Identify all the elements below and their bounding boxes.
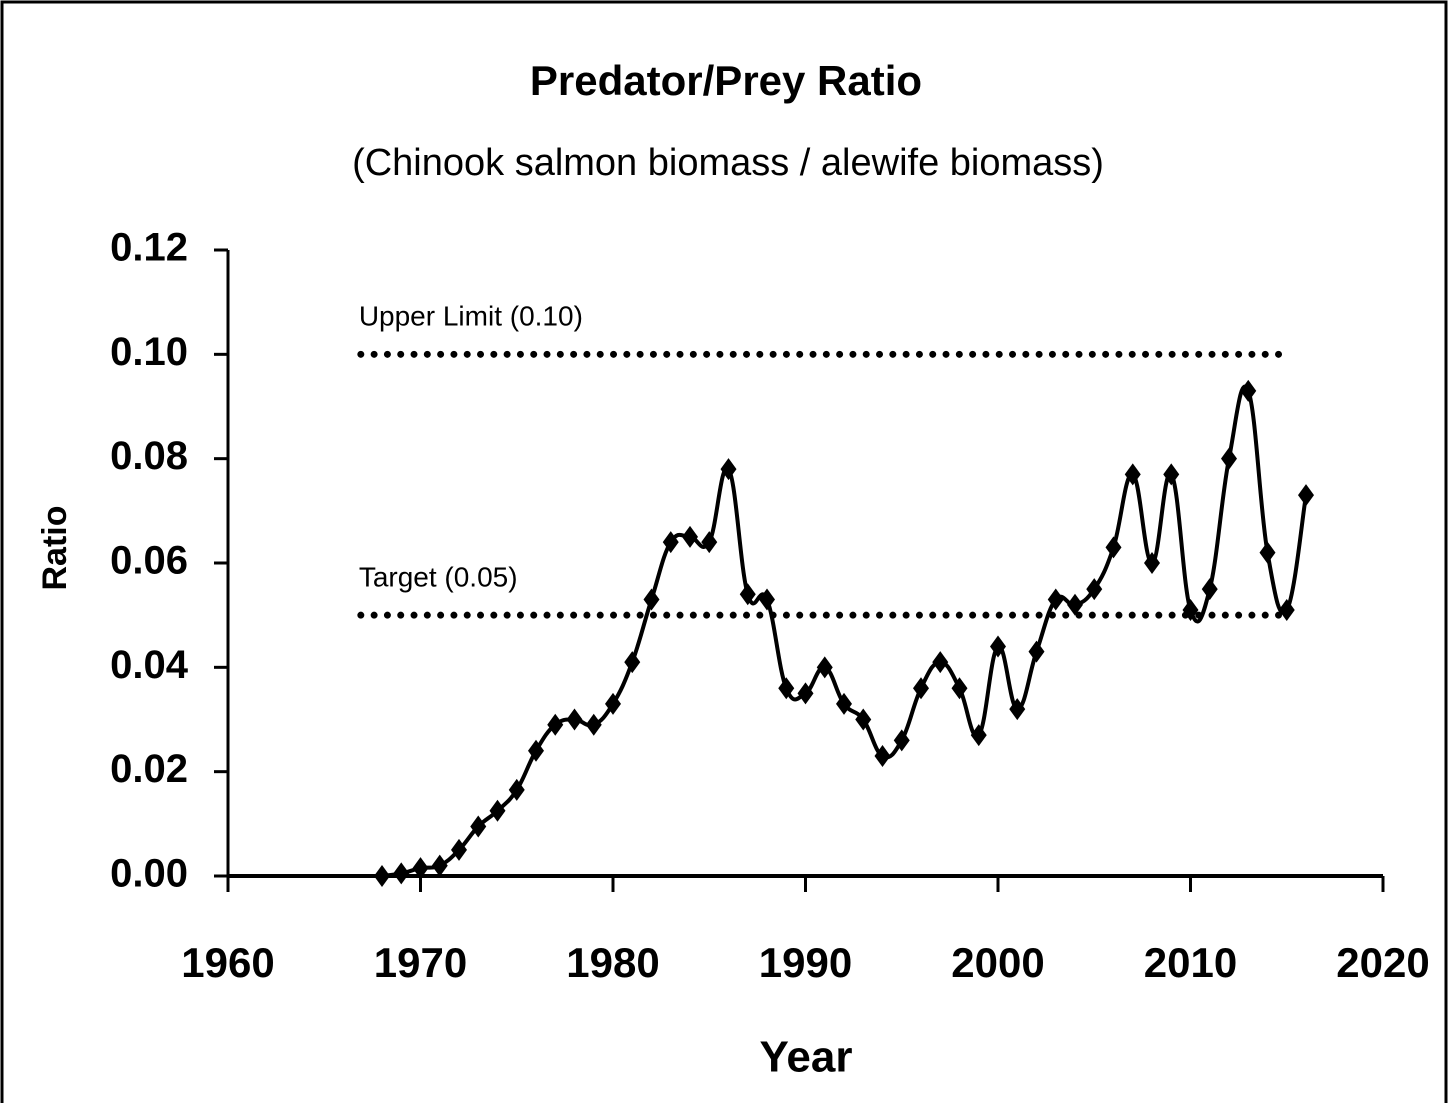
data-line xyxy=(381,384,1308,878)
data-point xyxy=(1278,598,1295,621)
data-point xyxy=(1182,598,1199,621)
data-point xyxy=(1047,588,1064,611)
data-point xyxy=(855,708,872,731)
data-point xyxy=(874,745,891,768)
data-point xyxy=(1259,541,1276,564)
data-point xyxy=(1221,447,1237,470)
data-point xyxy=(778,677,795,700)
data-point xyxy=(836,692,852,715)
data-point xyxy=(489,799,506,822)
data-point xyxy=(605,692,621,715)
data-point xyxy=(1298,484,1314,507)
data-point xyxy=(624,651,641,674)
data-point xyxy=(701,531,718,554)
x-tick-label: 1970 xyxy=(374,939,467,986)
data-point xyxy=(990,635,1006,658)
data-point xyxy=(739,583,756,606)
data-point xyxy=(1028,640,1045,663)
x-tick-label: 1990 xyxy=(759,939,852,986)
data-point xyxy=(816,656,833,679)
y-tick-label: 0.04 xyxy=(110,643,189,687)
y-tick-label: 0.02 xyxy=(110,747,188,791)
data-point xyxy=(913,677,929,700)
data-point xyxy=(412,857,429,880)
x-tick-label: 1980 xyxy=(566,939,659,986)
data-point xyxy=(893,729,910,752)
reference-label: Upper Limit (0.10) xyxy=(359,301,583,332)
y-tick-label: 0.10 xyxy=(110,330,188,374)
data-point xyxy=(759,588,775,611)
data-point xyxy=(470,815,487,838)
data-point xyxy=(1067,593,1083,616)
chart-title: Predator/Prey Ratio xyxy=(530,57,922,104)
data-point xyxy=(682,525,698,548)
y-tick-label: 0.12 xyxy=(110,226,188,270)
data-point xyxy=(932,651,949,674)
x-tick-label: 2000 xyxy=(951,939,1044,986)
chart-subtitle: (Chinook salmon biomass / alewife biomas… xyxy=(352,142,1104,184)
data-point xyxy=(1124,463,1141,486)
data-point xyxy=(528,739,544,762)
data-point xyxy=(1105,536,1122,559)
data-point xyxy=(1240,379,1257,402)
y-axis-title: Ratio xyxy=(36,506,74,591)
data-point xyxy=(431,854,448,877)
data-point xyxy=(451,838,467,861)
x-tick-label: 2010 xyxy=(1144,939,1237,986)
data-point xyxy=(720,458,737,481)
data-point xyxy=(1086,578,1103,601)
data-point xyxy=(374,865,390,887)
x-axis-title: Year xyxy=(760,1033,853,1082)
data-point xyxy=(662,531,679,554)
data-point xyxy=(951,677,968,700)
x-tick-label: 2020 xyxy=(1336,939,1429,986)
data-point xyxy=(1201,578,1218,601)
y-tick-label: 0.00 xyxy=(110,852,188,896)
reference-label: Target (0.05) xyxy=(359,562,518,593)
data-point xyxy=(585,713,602,736)
data-point xyxy=(1163,463,1180,486)
data-point xyxy=(393,862,410,885)
x-tick-label: 1960 xyxy=(181,939,274,986)
data-point xyxy=(1009,698,1026,721)
data-point xyxy=(508,778,525,801)
data-point xyxy=(1144,552,1160,574)
data-point xyxy=(970,724,987,747)
data-point xyxy=(643,588,660,611)
y-tick-label: 0.06 xyxy=(110,539,188,583)
data-point xyxy=(547,713,564,736)
y-tick-label: 0.08 xyxy=(110,434,188,478)
data-point xyxy=(566,708,583,731)
data-point xyxy=(797,682,814,705)
